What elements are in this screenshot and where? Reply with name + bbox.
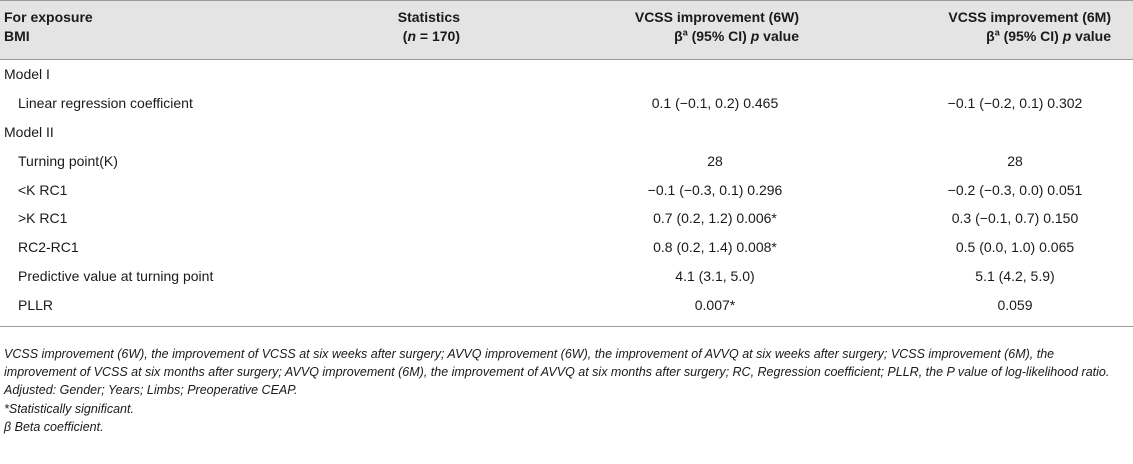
header-sample-size: (n = 170) bbox=[402, 28, 460, 44]
cell-6w: 0.007* bbox=[694, 297, 736, 314]
cell-6w: 0.1 (−0.1, 0.2) 0.465 bbox=[651, 94, 779, 111]
row-label: <K RC1 bbox=[18, 181, 68, 198]
footnote-beta: β Beta coefficient. bbox=[4, 419, 104, 434]
cell-6m: 0.059 bbox=[997, 297, 1033, 314]
table-row-model-i: Model I bbox=[0, 60, 1133, 89]
table-header: For exposure BMI Statistics (n = 170) VC… bbox=[0, 0, 1133, 60]
row-label: RC2-RC1 bbox=[18, 239, 79, 256]
header-statistics: Statistics (n = 170) bbox=[372, 8, 460, 46]
row-label: Turning point(K) bbox=[18, 152, 118, 169]
cell-6m: 0.3 (−0.1, 0.7) 0.150 bbox=[951, 210, 1079, 227]
cell-6w: −0.1 (−0.3, 0.1) 0.296 bbox=[647, 181, 783, 198]
table-row: Turning point(K) 28 28 bbox=[0, 147, 1133, 176]
row-label: Model II bbox=[4, 123, 54, 140]
table-row: Predictive value at turning point 4.1 (3… bbox=[0, 262, 1133, 291]
row-label: >K RC1 bbox=[18, 210, 68, 227]
table-row-model-ii: Model II bbox=[0, 118, 1133, 147]
header-exposure-label: For exposure bbox=[4, 9, 93, 25]
table-body: Model I Linear regression coefficient 0.… bbox=[0, 60, 1133, 320]
footnote-abbreviations: VCSS improvement (6W), the improvement o… bbox=[4, 347, 1110, 380]
table-row: <K RC1 −0.1 (−0.3, 0.1) 0.296 −0.2 (−0.3… bbox=[0, 176, 1133, 205]
table-row: PLLR 0.007* 0.059 bbox=[0, 291, 1133, 320]
table-bottom-rule bbox=[0, 326, 1133, 328]
header-exposure: For exposure BMI bbox=[4, 8, 93, 46]
cell-6m: 0.5 (0.0, 1.0) 0.065 bbox=[955, 239, 1075, 256]
header-bmi-label: BMI bbox=[4, 28, 30, 44]
cell-6m: 28 bbox=[1007, 152, 1023, 169]
header-vcss-6w-label: VCSS improvement (6W) bbox=[634, 9, 799, 25]
row-label: PLLR bbox=[18, 297, 54, 314]
footnote-adjusted: Adjusted: Gender; Years; Limbs; Preopera… bbox=[4, 383, 298, 398]
cell-6m: −0.2 (−0.3, 0.0) 0.051 bbox=[947, 181, 1083, 198]
row-label: Linear regression coefficient bbox=[18, 94, 193, 111]
header-statistics-label: Statistics bbox=[397, 9, 460, 25]
results-table: For exposure BMI Statistics (n = 170) VC… bbox=[0, 0, 1133, 436]
header-vcss-6w-sub: βa (95% CI) p value bbox=[674, 27, 799, 44]
header-vcss-6m-sub: βa (95% CI) p value bbox=[986, 27, 1111, 44]
cell-6w: 0.7 (0.2, 1.2) 0.006* bbox=[653, 210, 777, 227]
cell-6w: 28 bbox=[707, 152, 723, 169]
row-label: Model I bbox=[4, 66, 50, 82]
footnote-significant: *Statistically significant. bbox=[4, 401, 134, 416]
table-row: RC2-RC1 0.8 (0.2, 1.4) 0.008* 0.5 (0.0, … bbox=[0, 233, 1133, 262]
cell-6w: 0.8 (0.2, 1.4) 0.008* bbox=[653, 239, 777, 256]
row-label: Predictive value at turning point bbox=[18, 268, 214, 285]
header-vcss-6w: VCSS improvement (6W) βa (95% CI) p valu… bbox=[596, 8, 799, 46]
table-row: >K RC1 0.7 (0.2, 1.2) 0.006* 0.3 (−0.1, … bbox=[0, 204, 1133, 233]
cell-6w: 4.1 (3.1, 5.0) bbox=[675, 268, 755, 285]
cell-6m: −0.1 (−0.2, 0.1) 0.302 bbox=[947, 94, 1083, 111]
table-footnotes: VCSS improvement (6W), the improvement o… bbox=[0, 327, 1133, 436]
cell-6m: 5.1 (4.2, 5.9) bbox=[975, 268, 1055, 285]
header-vcss-6m-label: VCSS improvement (6M) bbox=[948, 9, 1111, 25]
table-row: Linear regression coefficient 0.1 (−0.1,… bbox=[0, 89, 1133, 118]
header-vcss-6m: VCSS improvement (6M) βa (95% CI) p valu… bbox=[916, 8, 1111, 46]
